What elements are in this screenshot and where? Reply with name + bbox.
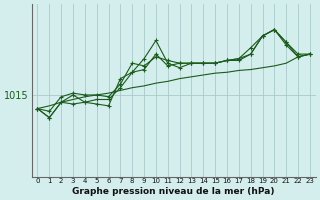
X-axis label: Graphe pression niveau de la mer (hPa): Graphe pression niveau de la mer (hPa) xyxy=(72,187,275,196)
